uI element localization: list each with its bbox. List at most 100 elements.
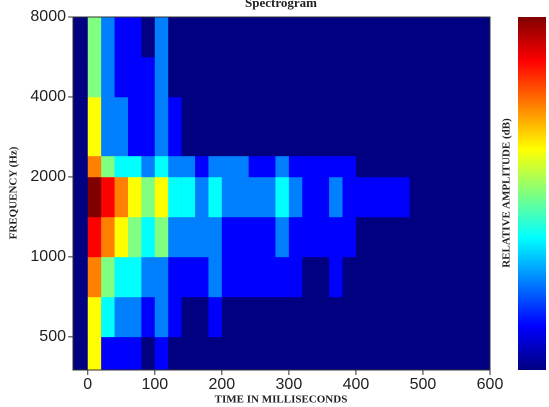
- heatmap-cell: [476, 155, 491, 178]
- heatmap-cell: [87, 216, 102, 258]
- heatmap-cell: [302, 96, 316, 157]
- heatmap-cell: [195, 216, 209, 258]
- heatmap-cell: [288, 336, 303, 371]
- heatmap-cell: [154, 256, 169, 298]
- heatmap-cell: [235, 216, 249, 258]
- heatmap-cell: [436, 56, 451, 98]
- heatmap-cell: [422, 155, 437, 178]
- heatmap-cell: [221, 155, 236, 178]
- heatmap-cell: [342, 155, 357, 178]
- heatmap-cell: [382, 56, 397, 98]
- heatmap-cell: [382, 155, 397, 178]
- heatmap-cell: [181, 296, 196, 338]
- heatmap-cell: [422, 176, 437, 218]
- heatmap-cell: [154, 216, 169, 258]
- heatmap-cell: [181, 256, 196, 298]
- heatmap-cell: [449, 155, 464, 178]
- heatmap-cell: [275, 336, 290, 371]
- heatmap-cell: [396, 336, 410, 371]
- heatmap-cell: [369, 96, 384, 157]
- heatmap-cell: [154, 17, 169, 58]
- heatmap-cell: [221, 56, 236, 98]
- heatmap-cell: [221, 96, 236, 157]
- heatmap-cell: [74, 296, 89, 338]
- heatmap-cell: [463, 96, 477, 157]
- heatmap-cell: [87, 336, 102, 371]
- heatmap-cell: [235, 17, 249, 58]
- x-tick-label: 0: [83, 376, 92, 393]
- heatmap-cell: [87, 176, 102, 218]
- heatmap-cell: [315, 96, 330, 157]
- heatmap-cell: [315, 176, 330, 218]
- heatmap-cell: [315, 296, 330, 338]
- plot-frame: [72, 16, 491, 371]
- x-tick-label: 300: [276, 376, 303, 393]
- heatmap-cell: [275, 256, 290, 298]
- heatmap-cell: [101, 17, 115, 58]
- colorbar: [518, 17, 546, 370]
- heatmap-cell: [275, 56, 290, 98]
- heatmap-cell: [235, 56, 249, 98]
- heatmap-cell: [476, 336, 491, 371]
- heatmap-cell: [463, 256, 477, 298]
- heatmap-cell: [329, 256, 343, 298]
- heatmap-cell: [141, 155, 156, 178]
- heatmap-cell: [74, 17, 89, 58]
- heatmap-cell: [195, 176, 209, 218]
- heatmap-cell: [114, 336, 129, 371]
- heatmap-cell: [141, 56, 156, 98]
- heatmap-cell: [114, 155, 129, 178]
- heatmap-cell: [141, 256, 156, 298]
- heatmap-cell: [74, 176, 89, 218]
- heatmap-cell: [235, 336, 249, 371]
- y-tick-label: 8000: [30, 8, 66, 25]
- heatmap-cell: [221, 256, 236, 298]
- heatmap-cell: [101, 96, 115, 157]
- heatmap-cell: [154, 336, 169, 371]
- heatmap-cell: [463, 216, 477, 258]
- heatmap-cell: [355, 96, 370, 157]
- heatmap-cell: [127, 155, 142, 178]
- heatmap-cell: [74, 96, 89, 157]
- y-tick-label: 1000: [30, 248, 66, 265]
- heatmap-cell: [288, 216, 303, 258]
- heatmap-cell: [409, 56, 424, 98]
- heatmap-cell: [208, 17, 223, 58]
- heatmap-cell: [409, 216, 424, 258]
- heatmap-cell: [369, 176, 384, 218]
- heatmap-cell: [221, 296, 236, 338]
- colorbar-label: RELATIVE AMPLITUDE (dB): [501, 118, 513, 268]
- heatmap-cell: [342, 256, 357, 298]
- heatmap-cell: [355, 296, 370, 338]
- heatmap-cell: [449, 176, 464, 218]
- heatmap-cell: [436, 17, 451, 58]
- heatmap-cell: [302, 296, 316, 338]
- heatmap-cell: [355, 56, 370, 98]
- y-tick-label: 4000: [30, 88, 66, 105]
- heatmap-cell: [87, 256, 102, 298]
- heatmap-cell: [235, 176, 249, 218]
- heatmap-cell: [114, 256, 129, 298]
- heatmap-cell: [302, 56, 316, 98]
- heatmap-cell: [382, 256, 397, 298]
- heatmap-cell: [463, 176, 477, 218]
- heatmap-cell: [168, 216, 182, 258]
- heatmap-cell: [262, 336, 276, 371]
- heatmap-cell: [422, 17, 437, 58]
- heatmap-cell: [476, 17, 491, 58]
- heatmap-cell: [422, 56, 437, 98]
- heatmap-cell: [141, 17, 156, 58]
- x-tick-label: 600: [477, 376, 504, 393]
- heatmap-cell: [248, 96, 263, 157]
- heatmap-cell: [369, 17, 384, 58]
- heatmap-cell: [221, 336, 236, 371]
- heatmap-cell: [315, 216, 330, 258]
- heatmap-cell: [476, 296, 491, 338]
- heatmap-cell: [449, 336, 464, 371]
- heatmap-cell: [74, 216, 89, 258]
- heatmap-cell: [382, 216, 397, 258]
- heatmap-cell: [168, 56, 182, 98]
- heatmap-cell: [355, 336, 370, 371]
- heatmap-cell: [87, 296, 102, 338]
- heatmap-cell: [422, 296, 437, 338]
